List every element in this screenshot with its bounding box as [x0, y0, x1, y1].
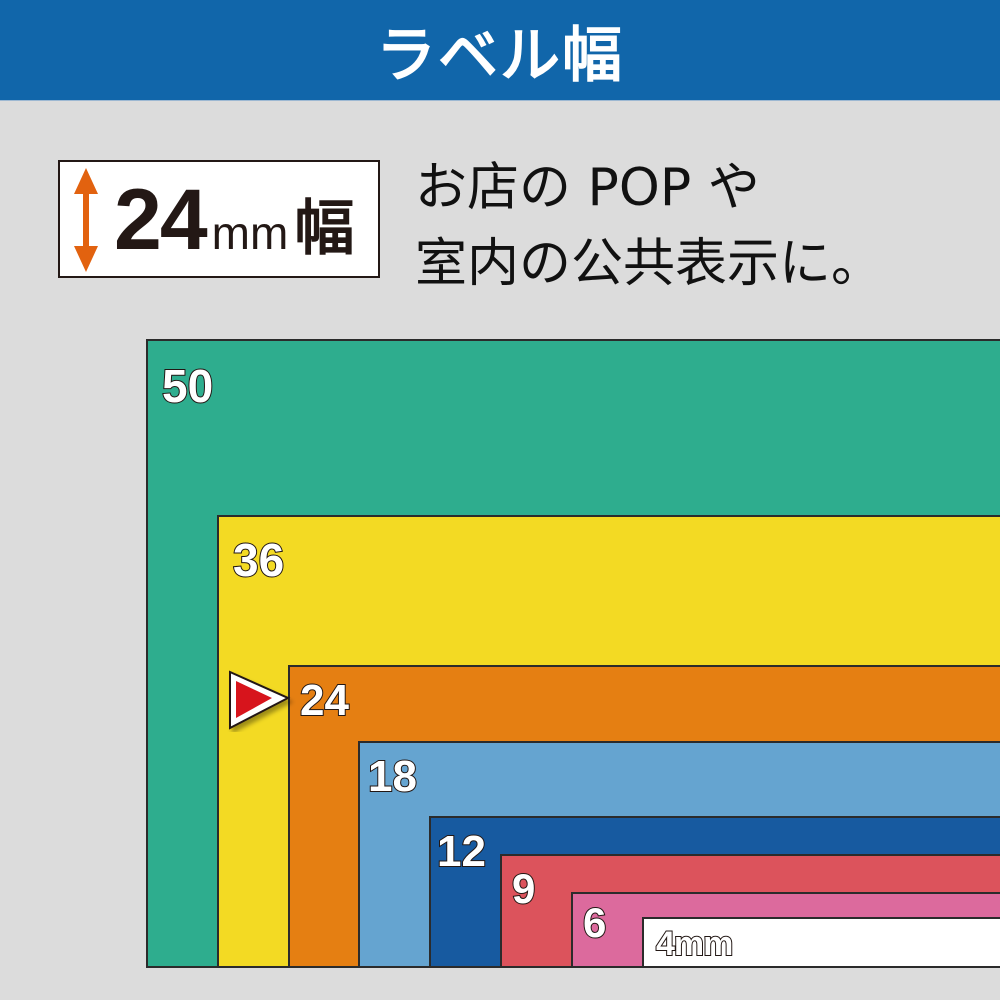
width-label-36: 36	[232, 534, 285, 586]
red-triangle-pointer-icon	[229, 670, 291, 730]
width-unit: mm	[211, 207, 289, 259]
page-title: ラベル幅	[376, 20, 624, 91]
width-info-box: 24 mm 幅	[58, 160, 380, 278]
description-line-1: お店の POP や	[415, 158, 760, 218]
header-bar: ラベル幅	[0, 0, 1000, 101]
width-label-50: 50	[161, 360, 214, 412]
width-value-label: 24 mm 幅	[114, 172, 354, 268]
width-suffix: 幅	[294, 194, 355, 264]
width-label-18: 18	[367, 752, 418, 801]
width-label-12: 12	[436, 827, 487, 876]
vertical-double-arrow-icon	[74, 168, 98, 272]
usage-description: お店の POP や 室内の公共表示に。	[415, 150, 975, 302]
width-number: 24	[114, 172, 208, 268]
width-label-4mm: 4mm	[655, 925, 734, 963]
width-label-9: 9	[511, 865, 536, 912]
description-line-2: 室内の公共表示に。	[415, 234, 884, 294]
width-label-24: 24	[299, 676, 350, 725]
width-label-6: 6	[582, 899, 607, 946]
width-swatch-4mm: 4mm	[642, 917, 1000, 968]
